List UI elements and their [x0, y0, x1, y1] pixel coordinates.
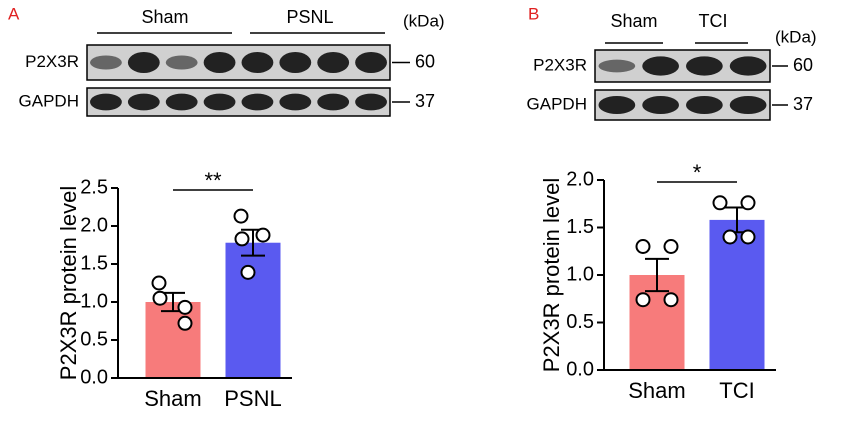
x-tick-label: Sham	[628, 378, 685, 403]
data-point	[722, 229, 738, 245]
row-label: GAPDH	[527, 94, 587, 113]
blot-band	[279, 93, 312, 111]
y-tick-label: 1.5	[566, 216, 594, 238]
data-point	[234, 231, 250, 247]
blot-band	[355, 52, 387, 73]
data-point	[177, 315, 193, 331]
y-tick-label: 1.0	[566, 263, 594, 285]
panel-label: B	[528, 4, 539, 23]
group-label: PSNL	[286, 7, 333, 27]
marker-label: 37	[415, 91, 435, 111]
data-point	[740, 229, 756, 245]
y-tick-label: 2.0	[80, 214, 108, 236]
y-tick-label: 0.5	[80, 328, 108, 350]
panel-label: A	[8, 4, 20, 23]
y-tick-label: 1.5	[80, 252, 108, 274]
blot-band	[642, 96, 679, 114]
data-point	[635, 239, 651, 254]
blot-band	[203, 52, 236, 73]
blot-band	[90, 93, 122, 111]
bar	[225, 242, 281, 378]
significance-label: **	[204, 168, 222, 193]
marker-label: 37	[793, 94, 813, 114]
group-label: TCI	[699, 11, 728, 31]
blot-band	[165, 93, 198, 111]
row-label: GAPDH	[19, 91, 79, 110]
data-point	[663, 292, 679, 308]
data-point	[712, 195, 728, 211]
row-label: P2X3R	[533, 55, 587, 74]
y-tick-label: 1.0	[80, 290, 108, 312]
blot-band	[165, 55, 198, 70]
marker-label: 60	[793, 55, 813, 75]
y-tick-label: 0.0	[566, 358, 594, 380]
data-point	[233, 208, 249, 224]
data-point	[255, 227, 271, 243]
blot-band	[317, 93, 350, 111]
x-tick-label: TCI	[719, 378, 754, 403]
y-tick-label: 2.0	[566, 168, 594, 190]
y-tick-label: 2.5	[80, 176, 108, 198]
blot-band	[686, 96, 723, 114]
y-axis-label: P2X3R protein level	[539, 178, 564, 372]
blot-band	[729, 56, 767, 76]
blot-band	[241, 52, 274, 73]
data-point	[151, 275, 167, 291]
group-label: Sham	[141, 7, 188, 27]
error-bar	[645, 257, 669, 293]
x-tick-label: Sham	[144, 386, 201, 411]
x-tick-label: PSNL	[224, 386, 281, 411]
unit-label: (kDa)	[775, 27, 817, 46]
marker-label: 60	[415, 51, 435, 71]
blot-band	[241, 93, 274, 111]
blot-band	[127, 93, 160, 111]
blot-band	[686, 56, 723, 76]
row-label: P2X3R	[25, 52, 79, 71]
data-point	[177, 299, 193, 315]
data-point	[740, 195, 756, 211]
blot-band	[203, 93, 236, 111]
blot-band	[279, 52, 312, 73]
bar	[145, 302, 201, 378]
blot-band	[355, 93, 387, 111]
blot-band	[90, 55, 122, 70]
y-tick-label: 0.0	[80, 366, 108, 388]
group-label: Sham	[610, 11, 657, 31]
data-point	[152, 290, 168, 306]
data-point	[635, 292, 651, 308]
y-axis-label: P2X3R protein level	[56, 186, 81, 380]
bar	[709, 219, 765, 370]
blot-band	[317, 52, 350, 73]
blot-band	[642, 56, 679, 76]
blot-band	[598, 59, 636, 73]
blot-band	[127, 52, 160, 73]
unit-label: (kDa)	[403, 11, 445, 30]
y-tick-label: 0.5	[566, 311, 594, 333]
blot-band	[729, 96, 767, 114]
data-point	[240, 264, 256, 280]
significance-label: *	[693, 160, 702, 185]
blot-band	[598, 96, 636, 114]
data-point	[663, 239, 679, 254]
